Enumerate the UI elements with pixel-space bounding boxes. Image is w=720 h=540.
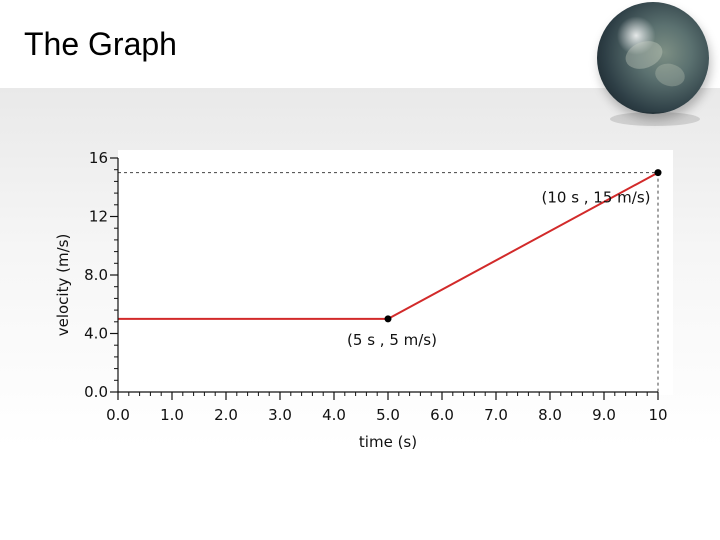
data-point (384, 315, 392, 323)
point-annotation: (10 s , 15 m/s) (541, 189, 650, 207)
globe-shadow (610, 112, 700, 126)
y-axis-label: velocity (m/s) (54, 234, 72, 337)
x-tick-label: 1.0 (160, 406, 184, 424)
x-tick-label: 7.0 (484, 406, 508, 424)
x-tick-label: 4.0 (322, 406, 346, 424)
x-tick-label: 5.0 (376, 406, 400, 424)
data-point (654, 169, 662, 177)
x-axis-label: time (s) (359, 433, 417, 451)
y-tick-label: 12 (89, 208, 108, 226)
y-tick-label: 0.0 (84, 383, 108, 401)
x-tick-label: 2.0 (214, 406, 238, 424)
x-tick-label: 9.0 (592, 406, 616, 424)
y-tick-label: 4.0 (84, 325, 108, 343)
slide-title: The Graph (24, 26, 177, 62)
velocity-time-chart: 0.0 4.0 8.0 12 16 0.0 1.0 2.0 3.0 4.0 5.0 6.0 7.0 8.… (48, 140, 678, 460)
x-tick-label: 10 (648, 406, 667, 424)
point-annotation: (5 s , 5 m/s) (347, 331, 437, 349)
x-tick-label: 8.0 (538, 406, 562, 424)
x-tick-label: 3.0 (268, 406, 292, 424)
y-tick-label: 8.0 (84, 266, 108, 284)
globe-image (597, 2, 709, 114)
x-tick-label: 6.0 (430, 406, 454, 424)
y-tick-label: 16 (89, 149, 108, 167)
x-tick-label: 0.0 (106, 406, 130, 424)
plot-background (118, 150, 673, 395)
